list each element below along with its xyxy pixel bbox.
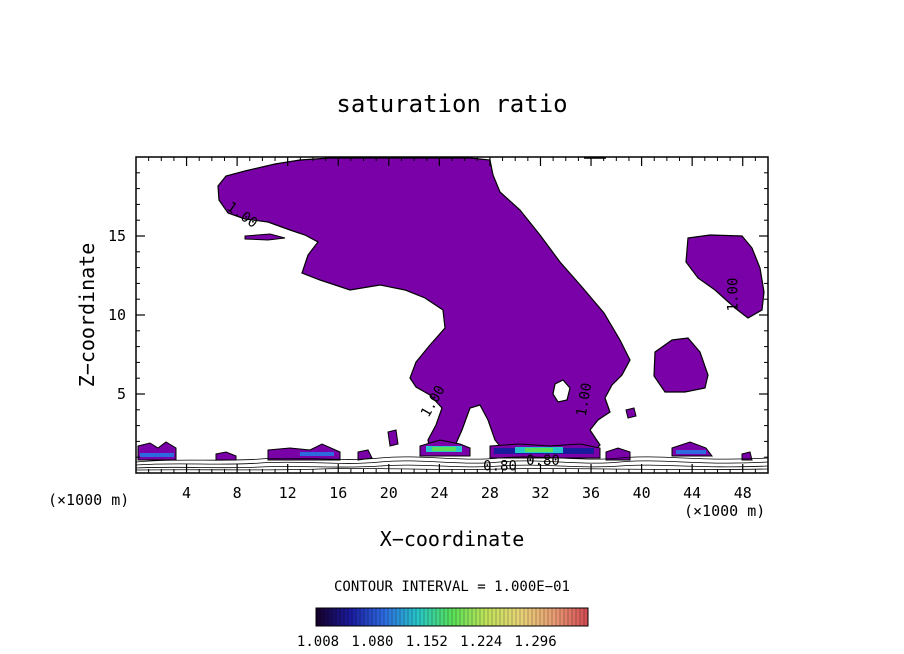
saturation-region-right xyxy=(685,234,765,319)
minor-ticks xyxy=(136,157,768,473)
y-axis-ticks: 5 10 15 xyxy=(108,227,768,403)
surface-cloud-patches xyxy=(137,439,753,461)
x-tick-label: 20 xyxy=(380,484,398,502)
x-tick-label: 4 xyxy=(182,484,191,502)
saturation-region-main xyxy=(217,157,631,457)
x-units-label-left: (×1000 m) xyxy=(48,491,129,509)
plot-area xyxy=(135,157,769,473)
chart-title: saturation ratio xyxy=(336,90,567,118)
y-tick-label: 5 xyxy=(117,385,126,403)
x-axis-ticks: 4 8 12 16 20 24 28 32 36 40 44 48 xyxy=(182,157,752,502)
colorbar-tick-label: 1.152 xyxy=(406,634,448,650)
y-axis-title: Z−coordinate xyxy=(75,243,99,388)
x-tick-label: 8 xyxy=(233,484,242,502)
saturation-region-mid-right xyxy=(653,337,709,393)
x-tick-label: 16 xyxy=(329,484,347,502)
colorbar-gradient xyxy=(315,607,589,627)
contour-label: 0.80 xyxy=(483,459,517,475)
colorbar-labels: 1.008 1.080 1.152 1.224 1.296 xyxy=(297,634,557,650)
contour-label: 0.80 xyxy=(526,453,560,469)
x-tick-label: 48 xyxy=(734,484,752,502)
contour-label: 1.00 xyxy=(726,278,742,312)
x-tick-label: 12 xyxy=(279,484,297,502)
x-axis-title: X−coordinate xyxy=(380,527,525,551)
contour-labels: 1.001.001.00 1.000.800.80 xyxy=(224,199,742,475)
x-tick-label: 28 xyxy=(481,484,499,502)
x-tick-label: 32 xyxy=(531,484,549,502)
y-tick-label: 10 xyxy=(108,306,126,324)
saturation-hole xyxy=(552,379,571,403)
low-level-contours xyxy=(135,456,769,471)
colorbar-tick-label: 1.296 xyxy=(515,634,557,650)
contour-label: 1.00 xyxy=(574,382,596,418)
y-tick-label: 15 xyxy=(108,227,126,245)
x-tick-label: 24 xyxy=(430,484,448,502)
colorbar-tick-label: 1.224 xyxy=(460,634,502,650)
saturation-streak xyxy=(244,233,286,241)
colorbar xyxy=(315,607,589,627)
x-tick-label: 40 xyxy=(633,484,651,502)
saturation-small-2 xyxy=(625,407,637,419)
x-tick-label: 36 xyxy=(582,484,600,502)
saturation-small-1 xyxy=(387,429,399,447)
x-units-label-right: (×1000 m) xyxy=(684,502,765,520)
colorbar-tick-label: 1.008 xyxy=(297,634,339,650)
contour-interval-label: CONTOUR INTERVAL = 1.000E−01 xyxy=(334,579,570,595)
x-tick-label: 44 xyxy=(683,484,701,502)
colorbar-tick-label: 1.080 xyxy=(351,634,393,650)
